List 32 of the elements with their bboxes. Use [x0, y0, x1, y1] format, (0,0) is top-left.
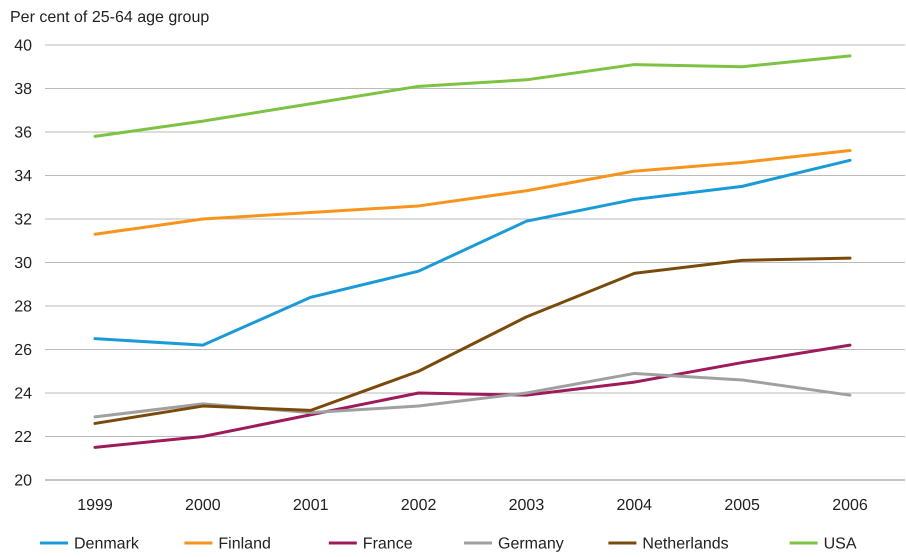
y-tick-label: 34	[14, 168, 32, 186]
line-series	[94, 372, 852, 418]
x-tick-label: 2001	[292, 497, 329, 514]
line-series	[94, 54, 852, 138]
y-tick-label: 20	[14, 472, 32, 490]
x-tick-label: 2002	[400, 497, 436, 514]
y-tick-label: 26	[14, 342, 32, 360]
legend-label: France	[362, 536, 413, 553]
x-tick-label: 1999	[77, 497, 113, 514]
legend-label: Denmark	[74, 536, 140, 553]
x-tick-label: 2003	[508, 497, 544, 514]
x-tick-label: 2004	[616, 497, 652, 514]
line-series	[94, 344, 852, 449]
y-tick-label: 24	[14, 386, 32, 403]
y-tick-label: 22	[14, 429, 32, 446]
y-tick-label: 40	[14, 38, 32, 55]
x-tick-label: 2005	[724, 497, 760, 514]
line-series	[94, 148, 852, 236]
legend-label: Netherlands	[642, 536, 729, 553]
x-tick-label: 2000	[185, 497, 221, 514]
legend-label: USA	[824, 536, 857, 553]
y-tick-label: 28	[14, 298, 32, 316]
y-axis-title: Per cent of 25-64 age group	[10, 9, 210, 26]
line-series	[94, 158, 852, 347]
legend-label: Finland	[218, 536, 271, 553]
y-tick-label: 32	[14, 212, 32, 229]
x-tick-label: 2006	[832, 497, 868, 514]
line-series	[94, 256, 852, 425]
y-tick-label: 36	[14, 124, 32, 142]
y-tick-label: 30	[14, 255, 32, 272]
legend-label: Germany	[498, 536, 564, 553]
y-tick-label: 38	[14, 81, 32, 98]
